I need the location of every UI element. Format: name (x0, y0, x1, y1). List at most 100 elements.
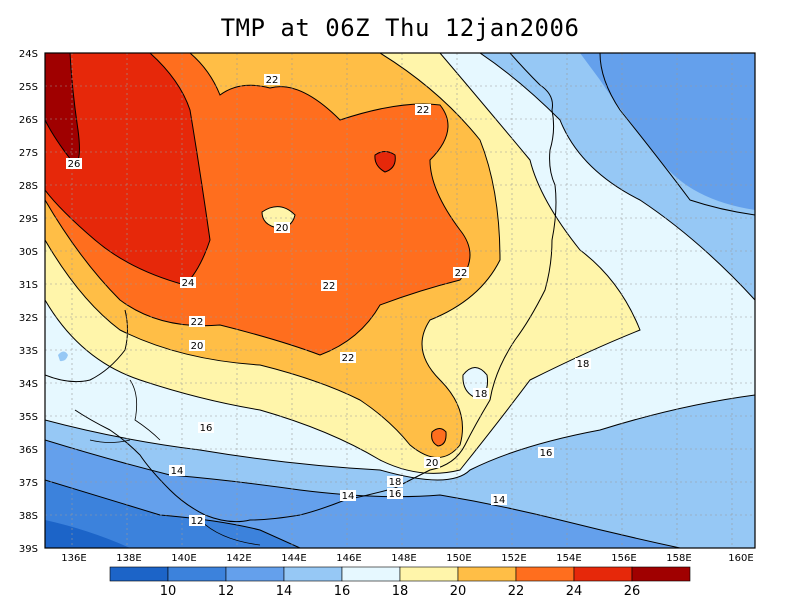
colorbar-label: 24 (566, 584, 583, 599)
contour-label: 22 (189, 316, 205, 328)
contour-label: 20 (189, 340, 205, 352)
latitude-axis: 24S 25S 26S 27S 28S 29S 30S 31S 32S 33S … (19, 49, 38, 555)
contour-label: 22 (453, 267, 469, 279)
colorbar: 10 12 14 16 18 20 22 24 26 (109, 566, 691, 599)
svg-text:22: 22 (266, 75, 279, 86)
lon-tick-label: 150E (446, 553, 471, 564)
svg-text:22: 22 (342, 353, 355, 364)
contour-label: 20 (424, 457, 440, 469)
svg-text:14: 14 (342, 491, 355, 502)
island-24-26 (374, 151, 396, 172)
lat-tick-label: 37S (19, 478, 38, 489)
band-south-10-12 (45, 480, 300, 548)
svg-text:20: 20 (276, 223, 289, 234)
contour-label: 18 (473, 388, 489, 400)
contour-label: 16 (538, 447, 554, 459)
colorbar-label: 18 (392, 584, 409, 599)
svg-text:22: 22 (191, 317, 204, 328)
colorbar-swatch (457, 566, 517, 582)
lat-tick-label: 34S (19, 379, 38, 390)
lat-tick-label: 29S (19, 214, 38, 225)
contour-label: 14 (340, 490, 356, 502)
lat-tick-label: 32S (19, 313, 38, 324)
longitude-axis: 136E 138E 140E 142E 144E 146E 148E 150E … (61, 553, 753, 564)
contour-label: 18 (575, 358, 591, 370)
lat-tick-label: 39S (19, 544, 38, 555)
colorbar-swatch (283, 566, 343, 582)
plot-frame (44, 52, 756, 549)
contour-label: 22 (321, 280, 337, 292)
colorbar-swatch (573, 566, 633, 582)
svg-text:22: 22 (455, 268, 468, 279)
contour-label: 22 (415, 104, 431, 116)
filled-contours (45, 53, 755, 548)
contour-label: 26 (66, 158, 82, 170)
contour-label: 22 (340, 352, 356, 364)
svg-text:18: 18 (577, 359, 590, 370)
lat-tick-label: 25S (19, 82, 38, 93)
contour-label: 24 (180, 277, 196, 289)
band-24-26 (45, 53, 210, 285)
contour-label: 14 (169, 465, 185, 477)
island-14-16-west (58, 351, 68, 362)
coastline-gulf (45, 309, 128, 383)
contour-label: 16 (198, 422, 214, 434)
svg-text:16: 16 (540, 448, 553, 459)
map-title: TMP at 06Z Thu 12jan2006 (220, 14, 580, 42)
lat-tick-label: 24S (19, 49, 38, 60)
colorbar-swatch (341, 566, 401, 582)
colorbar-label: 14 (276, 584, 293, 599)
grid-lines (45, 53, 755, 548)
lon-tick-label: 148E (391, 553, 416, 564)
contour-label: 22 (264, 74, 280, 86)
lat-tick-label: 35S (19, 412, 38, 423)
lat-tick-label: 30S (19, 247, 38, 258)
colorbar-label: 20 (450, 584, 467, 599)
lat-tick-label: 33S (19, 346, 38, 357)
colorbar-swatch (515, 566, 575, 582)
island-22-24 (431, 428, 447, 446)
band-south-below-10 (45, 520, 130, 548)
contour-label: 16 (387, 488, 403, 500)
coastline (74, 53, 557, 523)
lat-tick-label: 38S (19, 511, 38, 522)
colorbar-label: 12 (218, 584, 235, 599)
svg-text:22: 22 (323, 281, 336, 292)
svg-text:12: 12 (191, 516, 204, 527)
lon-tick-label: 154E (556, 553, 581, 564)
contour-label-group: 26 24 22 22 22 22 22 22 20 20 20 18 18 1… (66, 74, 591, 527)
lat-tick-label: 36S (19, 445, 38, 456)
svg-text:16: 16 (389, 489, 402, 500)
colorbar-swatch (631, 566, 691, 582)
svg-text:20: 20 (426, 458, 439, 469)
colorbar-label: 22 (508, 584, 525, 599)
lon-tick-label: 144E (281, 553, 306, 564)
lon-tick-label: 140E (171, 553, 196, 564)
contour-label: 18 (387, 476, 403, 488)
lon-tick-label: 142E (226, 553, 251, 564)
lon-tick-label: 160E (728, 553, 753, 564)
lon-tick-label: 146E (336, 553, 361, 564)
lon-tick-label: 152E (501, 553, 526, 564)
svg-text:16: 16 (200, 423, 213, 434)
svg-text:18: 18 (389, 477, 402, 488)
contour-label: 12 (189, 515, 205, 527)
svg-text:24: 24 (182, 278, 195, 289)
svg-text:26: 26 (68, 159, 81, 170)
lat-tick-label: 27S (19, 148, 38, 159)
lat-tick-label: 26S (19, 115, 38, 126)
lon-tick-label: 158E (666, 553, 691, 564)
colorbar-swatch (225, 566, 285, 582)
colorbar-swatch (399, 566, 459, 582)
svg-text:14: 14 (171, 466, 184, 477)
contour-label: 14 (491, 494, 507, 506)
svg-text:18: 18 (475, 389, 488, 400)
svg-text:14: 14 (493, 495, 506, 506)
colorbar-label: 10 (160, 584, 177, 599)
lat-tick-label: 28S (19, 181, 38, 192)
svg-text:20: 20 (191, 341, 204, 352)
contour-label: 20 (274, 222, 290, 234)
colorbar-swatch (167, 566, 227, 582)
band-east-12-14 (580, 53, 755, 210)
